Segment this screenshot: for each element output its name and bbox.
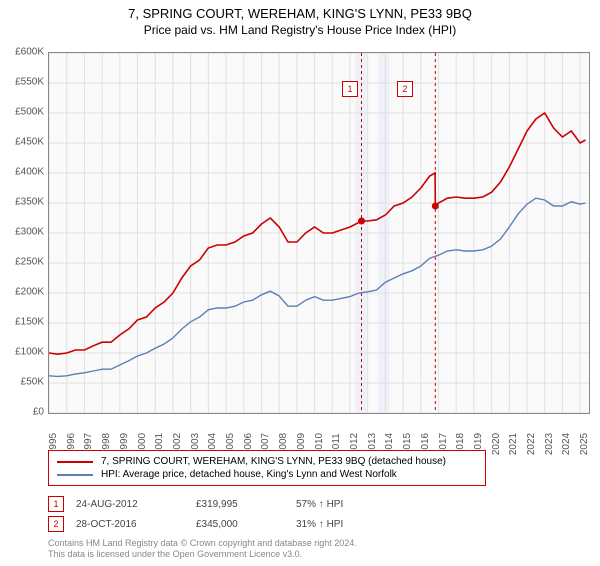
sale-row-2: 2 28-OCT-2016 £345,000 31% ↑ HPI — [48, 516, 406, 532]
plot-sale-marker-icon: 2 — [397, 81, 413, 97]
y-tick-label: £150K — [15, 317, 44, 328]
x-tick-label: 2020 — [491, 433, 502, 455]
y-tick-label: £350K — [15, 197, 44, 208]
plot-area — [48, 52, 590, 414]
chart-subtitle: Price paid vs. HM Land Registry's House … — [0, 23, 600, 37]
y-tick-label: £50K — [21, 377, 44, 388]
sale-marker-icon: 1 — [48, 496, 64, 512]
plot-sale-marker-icon: 1 — [342, 81, 358, 97]
y-tick-label: £100K — [15, 347, 44, 358]
y-tick-label: £500K — [15, 107, 44, 118]
footer: Contains HM Land Registry data © Crown c… — [48, 538, 357, 560]
y-tick-label: £300K — [15, 227, 44, 238]
x-tick-label: 2022 — [526, 433, 537, 455]
legend-swatch-2 — [57, 474, 93, 476]
plot-svg — [49, 53, 589, 413]
sale-price: £345,000 — [196, 519, 296, 530]
y-tick-label: £200K — [15, 287, 44, 298]
sale-date: 28-OCT-2016 — [76, 519, 196, 530]
sale-price: £319,995 — [196, 499, 296, 510]
y-tick-label: £450K — [15, 137, 44, 148]
legend-row: HPI: Average price, detached house, King… — [57, 468, 477, 481]
sale-hpi: 57% ↑ HPI — [296, 499, 406, 510]
legend-row: 7, SPRING COURT, WEREHAM, KING'S LYNN, P… — [57, 455, 477, 468]
chart-title: 7, SPRING COURT, WEREHAM, KING'S LYNN, P… — [0, 6, 600, 21]
sale-marker-icon: 2 — [48, 516, 64, 532]
sale-date: 24-AUG-2012 — [76, 499, 196, 510]
y-tick-label: £250K — [15, 257, 44, 268]
legend: 7, SPRING COURT, WEREHAM, KING'S LYNN, P… — [48, 450, 486, 486]
x-tick-label: 2021 — [508, 433, 519, 455]
x-tick-label: 2025 — [579, 433, 590, 455]
footer-line-1: Contains HM Land Registry data © Crown c… — [48, 538, 357, 549]
legend-label-1: 7, SPRING COURT, WEREHAM, KING'S LYNN, P… — [101, 456, 446, 467]
y-tick-label: £0 — [33, 407, 44, 418]
footer-line-2: This data is licensed under the Open Gov… — [48, 549, 357, 560]
legend-label-2: HPI: Average price, detached house, King… — [101, 469, 397, 480]
sale-hpi: 31% ↑ HPI — [296, 519, 406, 530]
x-tick-label: 2023 — [544, 433, 555, 455]
y-tick-label: £600K — [15, 47, 44, 58]
x-tick-label: 2024 — [561, 433, 572, 455]
chart-container: 7, SPRING COURT, WEREHAM, KING'S LYNN, P… — [0, 6, 600, 566]
legend-swatch-1 — [57, 461, 93, 463]
y-tick-label: £400K — [15, 167, 44, 178]
y-tick-label: £550K — [15, 77, 44, 88]
sale-row-1: 1 24-AUG-2012 £319,995 57% ↑ HPI — [48, 496, 406, 512]
